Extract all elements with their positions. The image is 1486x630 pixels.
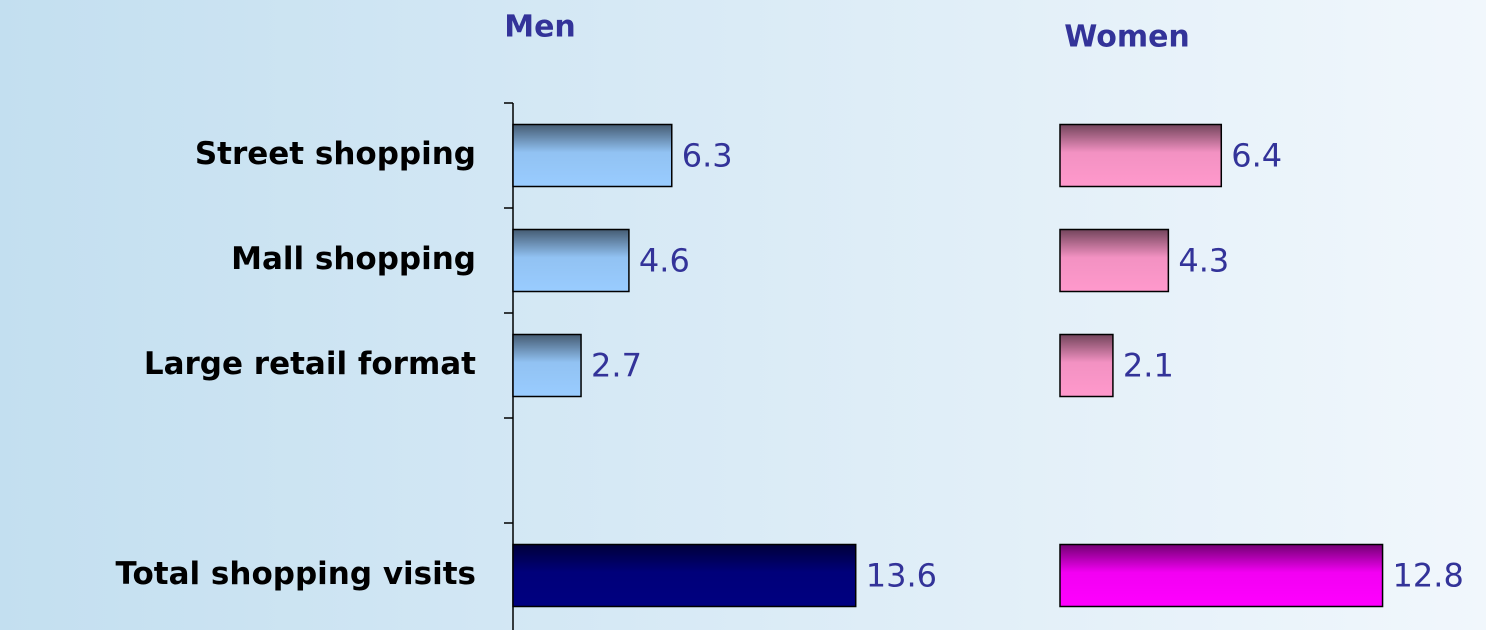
value-label: 4.3 [1178, 242, 1229, 280]
bar-shade [513, 229, 629, 292]
category-label: Large retail format [144, 346, 476, 382]
value-label: 13.6 [866, 557, 937, 595]
value-label: 6.3 [682, 137, 733, 175]
bar-shade [1060, 124, 1222, 187]
value-label: 12.8 [1393, 557, 1464, 595]
chart-title: Women [1064, 20, 1190, 55]
bar-shade [513, 334, 582, 397]
bar-shade [513, 544, 856, 607]
value-label: 4.6 [639, 242, 690, 280]
value-label: 6.4 [1231, 137, 1282, 175]
bar-shade [513, 124, 672, 187]
value-label: 2.1 [1123, 347, 1174, 385]
bar-shade [1060, 334, 1113, 397]
bar-shade [1060, 229, 1169, 292]
category-label: Mall shopping [231, 241, 476, 277]
bar-shade [1060, 544, 1383, 607]
category-label: Total shopping visits [115, 556, 476, 592]
category-label: Street shopping [195, 136, 476, 172]
value-label: 2.7 [591, 347, 642, 385]
chart-title: Men [504, 10, 576, 45]
